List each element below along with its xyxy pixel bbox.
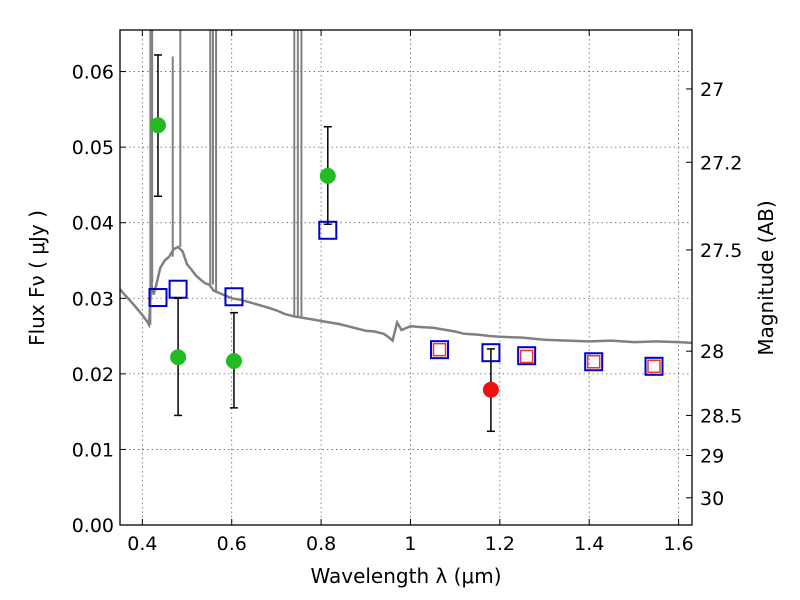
model-photometry-square — [224, 287, 244, 307]
y-tick-label: 0.05 — [72, 137, 114, 159]
green-data-point — [319, 167, 336, 184]
y2-tick-label: 27.2 — [700, 152, 742, 174]
model-photometry-inner-square — [647, 359, 661, 374]
x-axis-label: Wavelength λ (μm) — [310, 564, 501, 588]
y-tick-label: 0.02 — [72, 364, 114, 386]
x-tick-label: 0.8 — [306, 533, 336, 555]
x-tick-label: 0.4 — [127, 533, 157, 555]
y-tick-label: 0.06 — [72, 62, 114, 84]
model-photometry-inner-square — [586, 355, 601, 369]
green-data-point — [225, 353, 242, 370]
y-tick-label: 0.01 — [72, 439, 114, 461]
y-axis-label: Flux Fν ( μJy ) — [25, 210, 49, 346]
plot-area — [119, 30, 693, 433]
model-photometry-square — [148, 288, 168, 308]
plot-frame — [119, 29, 693, 526]
y2-tick-label: 30 — [700, 488, 724, 510]
y2-tick-label: 29 — [700, 445, 724, 467]
red-data-point — [482, 381, 499, 398]
model-photometry-square — [517, 346, 537, 366]
x-tick-label: 1.2 — [485, 533, 515, 555]
sed-model-line — [119, 245, 693, 345]
model-photometry-square — [430, 340, 450, 360]
model-photometry-square — [644, 356, 664, 376]
y2-tick-label: 28 — [700, 341, 724, 363]
model-photometry-square — [168, 279, 188, 299]
model-photometry-square — [584, 352, 604, 372]
y-tick-label: 0.04 — [72, 213, 114, 235]
x-tick-label: 1.6 — [663, 533, 693, 555]
y2-tick-label: 28.5 — [700, 405, 742, 427]
y2-axis-label: Magnitude (AB) — [754, 200, 778, 355]
grid-lines — [120, 30, 692, 526]
y-tick-label: 0.03 — [72, 288, 114, 310]
model-photometry-inner-square — [432, 342, 447, 357]
green-data-point — [149, 117, 166, 134]
y-tick-label: 0.00 — [72, 515, 114, 537]
model-photometry-inner-square — [519, 349, 534, 364]
x-tick-label: 0.6 — [217, 533, 247, 555]
green-data-point — [170, 349, 187, 366]
x-tick-label: 1 — [404, 533, 416, 555]
y2-tick-label: 27 — [700, 79, 724, 101]
axes: 0.4 0.6 0.8 1 1.2 1.4 1.6 0.00 0.01 0.02 0.03 0.04 0… — [72, 30, 742, 555]
x-tick-label: 1.4 — [574, 533, 604, 555]
y2-tick-label: 27.5 — [700, 240, 742, 262]
